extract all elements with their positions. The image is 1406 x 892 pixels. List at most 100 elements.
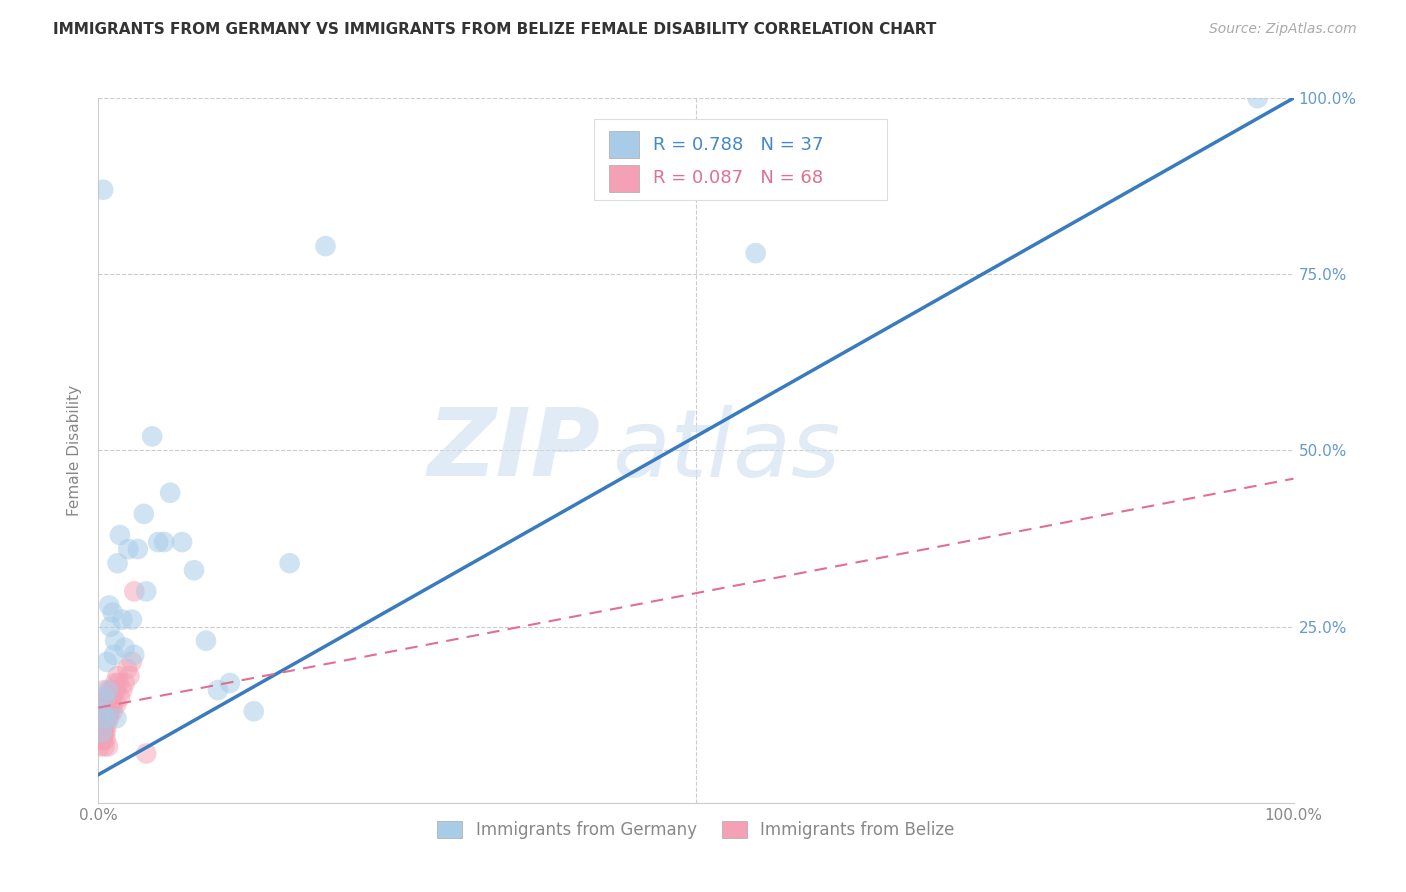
Point (91, 711, 114, 725)
Point (108, 528, 131, 542)
Point (148, 535, 170, 549)
Point (108, 690, 131, 705)
Point (91, 183, 114, 197)
Point (745, 246, 768, 260)
Point (91, 718, 114, 732)
Point (91, 704, 114, 718)
Point (90, 718, 112, 732)
Point (121, 613, 143, 627)
Point (90, 704, 112, 718)
FancyBboxPatch shape (609, 131, 638, 158)
FancyBboxPatch shape (609, 165, 638, 192)
Point (315, 239, 337, 253)
Point (183, 563, 205, 577)
Point (90, 697, 112, 711)
Point (93, 697, 115, 711)
Point (107, 676, 129, 690)
Point (94, 690, 117, 705)
Point (100, 690, 122, 705)
Point (91, 725, 114, 739)
Point (98, 711, 121, 725)
Point (141, 429, 163, 443)
Point (132, 507, 155, 521)
Point (91, 704, 114, 718)
Point (93, 683, 115, 698)
Point (111, 683, 134, 698)
Point (96, 704, 118, 718)
Point (91, 704, 114, 718)
Point (94, 711, 117, 725)
Point (97, 739, 120, 754)
Point (1247, 91, 1270, 105)
Point (93, 739, 115, 754)
Point (117, 542, 139, 557)
Point (115, 662, 138, 676)
Point (91, 732, 114, 747)
Point (124, 648, 146, 662)
Point (96, 697, 118, 711)
Text: Source: ZipAtlas.com: Source: ZipAtlas.com (1209, 22, 1357, 37)
Point (159, 485, 181, 500)
Point (101, 697, 124, 711)
Point (98, 697, 121, 711)
Point (93, 725, 115, 739)
Point (90, 732, 112, 747)
Point (114, 640, 136, 655)
Point (89, 739, 111, 754)
Point (89, 711, 111, 725)
Point (104, 633, 127, 648)
Point (104, 676, 127, 690)
Point (219, 676, 242, 690)
Point (90, 711, 112, 725)
Text: atlas: atlas (613, 405, 841, 496)
Point (91, 725, 114, 739)
Point (172, 535, 194, 549)
Point (91, 725, 114, 739)
Point (105, 683, 128, 698)
Point (93, 690, 115, 705)
Text: R = 0.087   N = 68: R = 0.087 N = 68 (652, 169, 823, 187)
Point (94, 711, 117, 725)
Point (153, 535, 176, 549)
Point (103, 683, 125, 698)
Point (98, 683, 122, 698)
Point (94, 732, 117, 747)
Point (91, 704, 114, 718)
Point (91, 718, 114, 732)
Point (105, 697, 128, 711)
Point (91, 704, 114, 718)
Point (98, 697, 122, 711)
Point (94, 704, 117, 718)
Point (89, 697, 111, 711)
Point (96, 718, 118, 732)
Point (91, 732, 114, 747)
Point (135, 584, 157, 599)
Point (101, 606, 124, 620)
Point (107, 556, 129, 570)
Point (90, 711, 112, 725)
Legend: Immigrants from Germany, Immigrants from Belize: Immigrants from Germany, Immigrants from… (429, 813, 963, 847)
Point (103, 648, 125, 662)
Point (135, 747, 157, 761)
Point (121, 655, 143, 669)
Point (91, 711, 114, 725)
Point (94, 725, 117, 739)
Point (91, 725, 114, 739)
Text: IMMIGRANTS FROM GERMANY VS IMMIGRANTS FROM BELIZE FEMALE DISABILITY CORRELATION : IMMIGRANTS FROM GERMANY VS IMMIGRANTS FR… (53, 22, 936, 37)
Point (114, 676, 136, 690)
Text: R = 0.788   N = 37: R = 0.788 N = 37 (652, 136, 824, 153)
Point (107, 669, 129, 683)
Point (243, 704, 266, 718)
Point (97, 690, 120, 705)
Point (98, 599, 121, 613)
Point (98, 704, 122, 718)
Point (124, 584, 146, 599)
Point (118, 669, 141, 683)
Point (97, 704, 120, 718)
Point (93, 718, 115, 732)
Point (91, 718, 114, 732)
Point (96, 655, 118, 669)
Text: ZIP: ZIP (427, 404, 600, 497)
FancyBboxPatch shape (595, 120, 887, 201)
Point (90, 725, 112, 739)
